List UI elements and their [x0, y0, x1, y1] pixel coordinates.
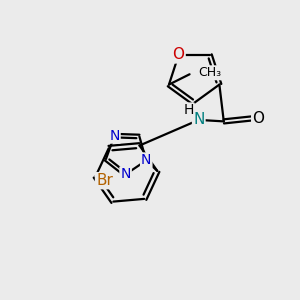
- Text: N: N: [109, 129, 120, 142]
- Text: N: N: [193, 112, 204, 128]
- Text: H: H: [183, 103, 194, 118]
- Text: Br: Br: [96, 173, 113, 188]
- Text: CH₃: CH₃: [198, 66, 221, 79]
- Text: O: O: [252, 111, 264, 126]
- Text: N: N: [120, 167, 131, 182]
- Text: O: O: [172, 47, 184, 62]
- Text: N: N: [141, 153, 152, 167]
